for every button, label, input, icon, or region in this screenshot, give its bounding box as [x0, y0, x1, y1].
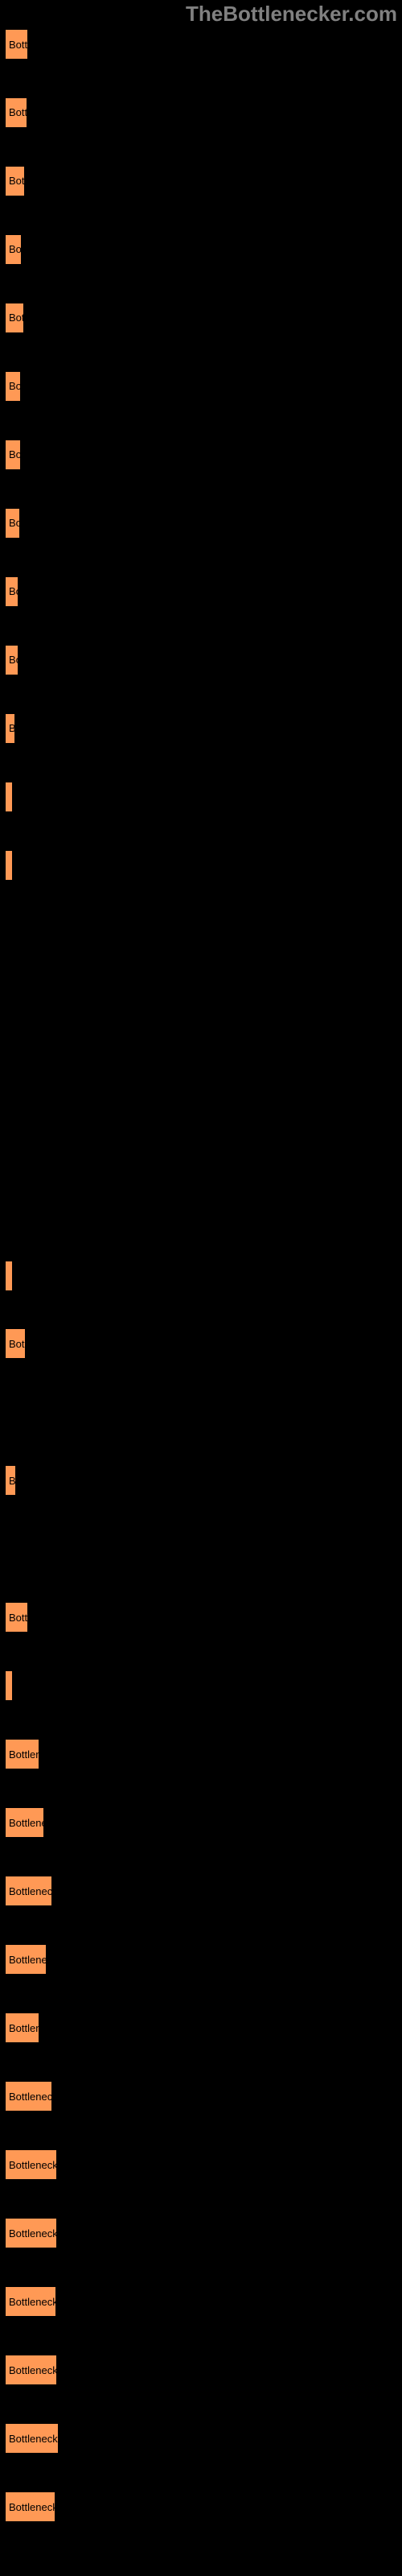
- bar: Bottleneck: [5, 1944, 47, 1975]
- bar-label-text: Bottleneck r: [9, 2091, 52, 2103]
- bar: Bo: [5, 508, 20, 539]
- bar: Bot: [5, 303, 24, 333]
- bar-label-text: Bottlene: [9, 2022, 39, 2034]
- bar-label-text: Bottleneck: [9, 1954, 47, 1966]
- bar: Bottlene: [5, 2013, 39, 2043]
- bar: Bottleneck res: [5, 2355, 57, 2385]
- bar-label-text: B: [9, 722, 15, 734]
- bar: Bo: [5, 576, 18, 607]
- bar: Bottlene: [5, 1739, 39, 1769]
- bar-label-text: Bottleneck res: [9, 2364, 57, 2376]
- bar: Bott: [5, 97, 27, 128]
- bar: Bottleneck res: [5, 2491, 55, 2522]
- bar-label-text: Bottleneck res: [9, 2296, 56, 2308]
- bar-label-text: Bottleneck resu: [9, 2433, 59, 2445]
- bar: Bo: [5, 440, 21, 470]
- bar: [5, 1261, 13, 1291]
- bar-label-text: Bott: [9, 1612, 27, 1624]
- bar-label-text: Bo: [9, 585, 18, 597]
- bar: Bottleneck res: [5, 2286, 56, 2317]
- bar-label-text: Bo: [9, 448, 21, 460]
- bar: Bo: [5, 234, 22, 265]
- bar: Bot: [5, 166, 25, 196]
- bar: Bottleneck r: [5, 2081, 52, 2112]
- bar: Bottleneck res: [5, 2149, 57, 2180]
- bar-label-text: Bo: [9, 517, 20, 529]
- bar: Bottl: [5, 29, 28, 60]
- bar: B: [5, 1465, 16, 1496]
- bar-label-text: Bo: [9, 243, 22, 255]
- bar-label-text: Bot: [9, 1338, 25, 1350]
- bar-label-text: Bottlenec: [9, 1817, 44, 1829]
- bar: Bottlenec: [5, 1807, 44, 1838]
- bar-label-text: Bot: [9, 175, 25, 187]
- bar-label-text: Bottleneck r: [9, 1885, 52, 1897]
- bar: Bottleneck resu: [5, 2423, 59, 2454]
- bar-label-text: Bo: [9, 654, 18, 666]
- bar: B: [5, 713, 15, 744]
- bar-label-text: Bot: [9, 312, 24, 324]
- bar: Bot: [5, 1328, 26, 1359]
- bar-label-text: Bottlene: [9, 1748, 39, 1761]
- bar: [5, 782, 13, 812]
- bar-label-text: Bottl: [9, 39, 28, 51]
- bar: Bo: [5, 371, 21, 402]
- bar-label-text: Bottleneck res: [9, 2159, 57, 2171]
- bar-label-text: Bottleneck res: [9, 2227, 57, 2240]
- bar-label-text: Bottleneck res: [9, 2501, 55, 2513]
- bar: Bo: [5, 645, 18, 675]
- bar-chart: Bottl Bott Bot Bo Bot Bo Bo Bo Bo Bo B Bot B Bott Bott…: [0, 24, 402, 2560]
- bar-label-text: Bo: [9, 380, 21, 392]
- watermark: TheBottlenecker.com: [186, 2, 397, 27]
- bar: Bottleneck r: [5, 1876, 52, 1906]
- bar-label-text: Bott: [9, 106, 27, 118]
- bar: Bottleneck res: [5, 2218, 57, 2248]
- bar: Bott: [5, 1602, 28, 1633]
- bar: [5, 850, 13, 881]
- bar: [5, 1670, 13, 1701]
- bar-label-text: B: [9, 1475, 16, 1487]
